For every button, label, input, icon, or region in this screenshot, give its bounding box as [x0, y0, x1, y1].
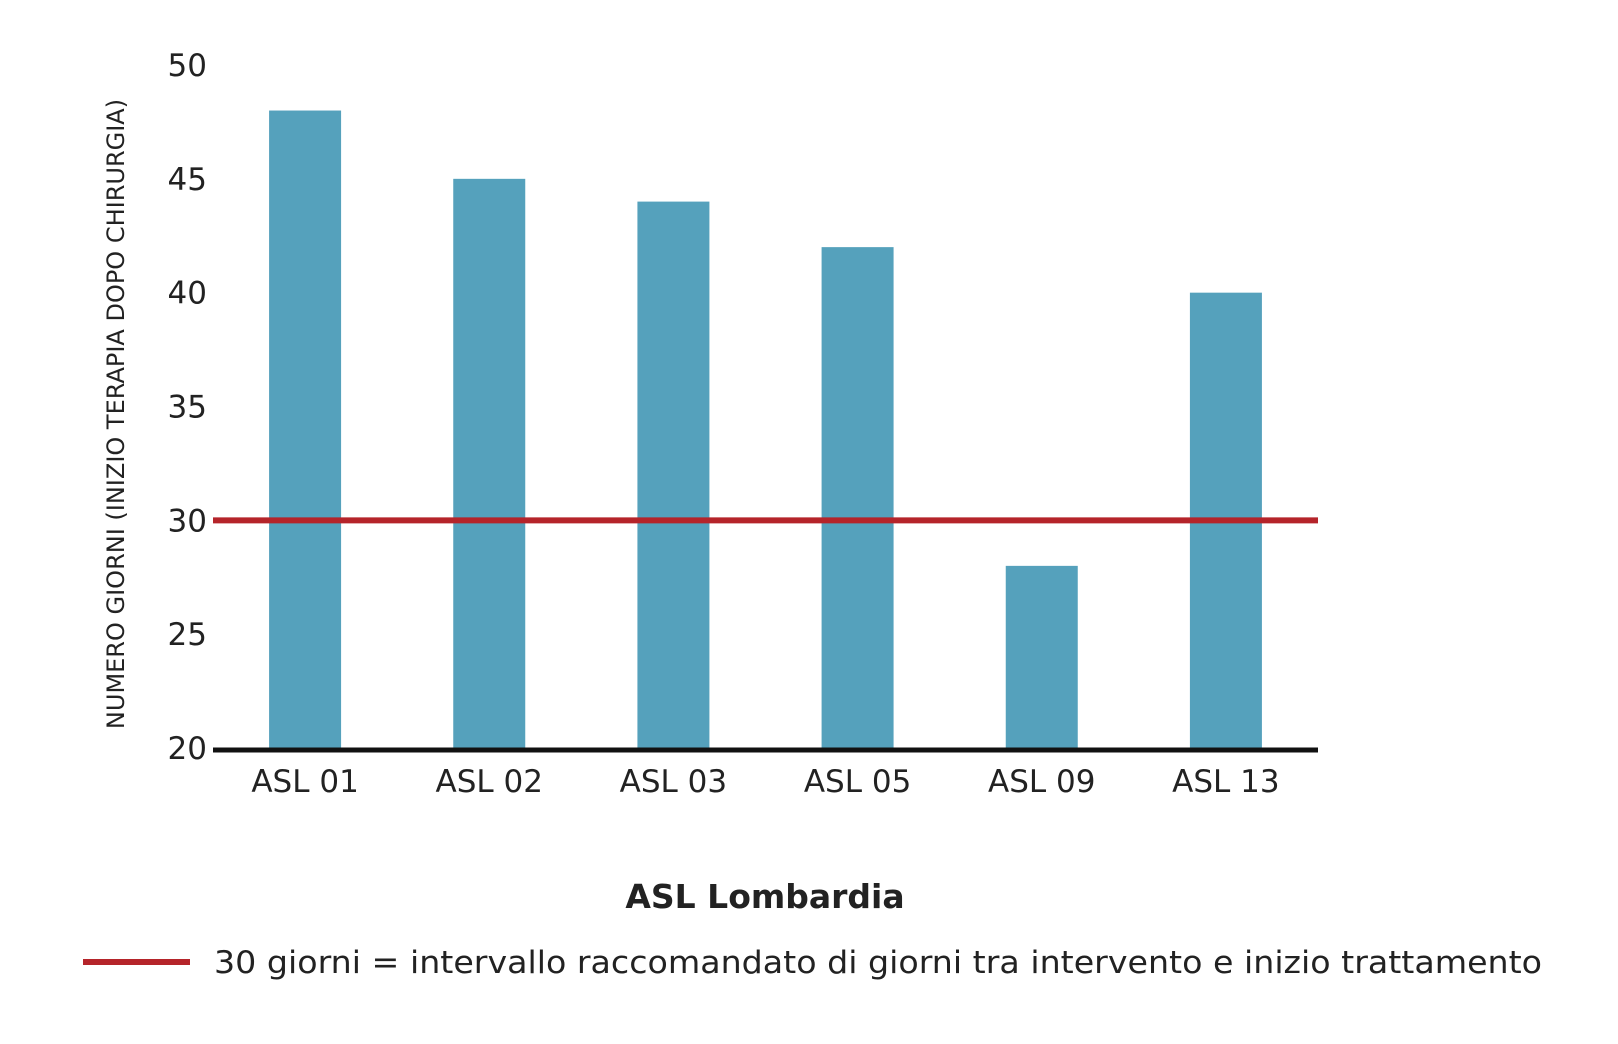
bar [453, 178, 526, 749]
x-tick-label: ASL 09 [988, 764, 1095, 800]
legend-label: 30 giorni = intervallo raccomandato di g… [214, 945, 1542, 981]
x-tick-label: ASL 13 [1172, 764, 1279, 800]
x-tick-label: ASL 02 [436, 764, 543, 800]
x-tick-label: ASL 05 [804, 764, 911, 800]
bar [1005, 565, 1078, 748]
y-tick-label: 45 [168, 162, 207, 198]
x-axis-labels: ASL 01 ASL 02 ASL 03 ASL 05 ASL 09 ASL 13 [251, 764, 1279, 800]
x-axis-title: ASL Lombardia [625, 877, 904, 916]
y-axis-title: NUMERO GIORNI (INIZIO TERAPIA DOPO CHIRU… [102, 99, 130, 729]
x-tick-label: ASL 03 [620, 764, 727, 800]
bars-group [269, 110, 1262, 749]
y-tick-label: 25 [168, 617, 207, 653]
x-tick-label: ASL 01 [251, 764, 358, 800]
bar [269, 110, 342, 749]
y-tick-label: 20 [168, 731, 207, 767]
y-tick-label: 50 [168, 48, 207, 84]
bar [637, 201, 710, 749]
y-axis-ticks: 20 25 30 35 40 45 50 [168, 48, 207, 767]
bar [821, 247, 894, 748]
y-tick-label: 30 [168, 503, 207, 539]
y-tick-label: 40 [168, 276, 207, 312]
y-tick-label: 35 [168, 390, 207, 426]
